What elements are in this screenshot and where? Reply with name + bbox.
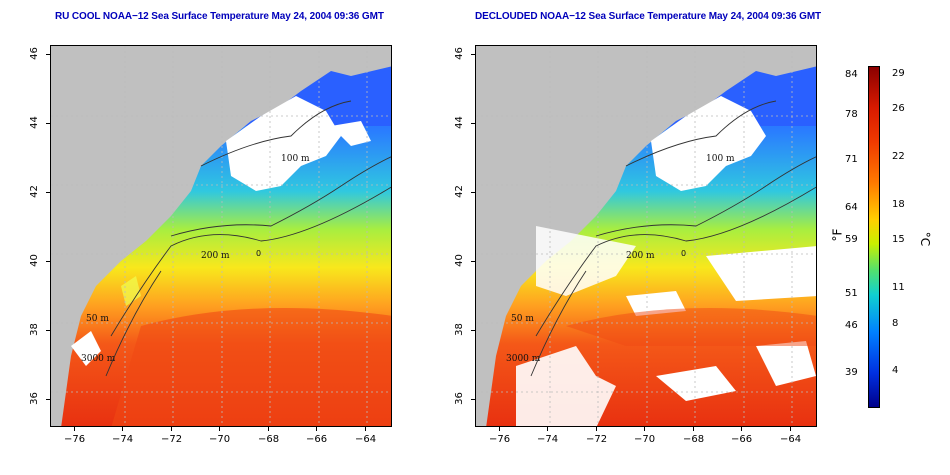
contour-label-100m: 100 m xyxy=(281,154,310,164)
y-tick-label: 42 xyxy=(453,185,465,198)
left-map-title: RU COOL NOAA−12 Sea Surface Temperature … xyxy=(55,11,384,22)
x-tick-label: −68 xyxy=(258,434,280,445)
x-tick-label: −66 xyxy=(731,434,753,445)
x-tick-mark xyxy=(596,427,597,431)
y-tick-mark xyxy=(46,330,50,331)
celsius-tick-label: 4 xyxy=(892,365,899,376)
y-tick-label: 36 xyxy=(453,392,465,405)
contour-label-zero: 0 xyxy=(256,249,261,258)
contour-label-3000m: 3000 m xyxy=(81,354,116,364)
contour-label-200m: 200 m xyxy=(626,251,655,261)
celsius-unit: °C xyxy=(918,231,933,247)
x-tick-label: −74 xyxy=(537,434,559,445)
x-tick-label: −72 xyxy=(586,434,608,445)
cloud-area xyxy=(226,96,341,191)
x-tick-label: −66 xyxy=(306,434,328,445)
celsius-tick-label: 11 xyxy=(892,282,905,293)
fahrenheit-tick-label: 51 xyxy=(845,288,858,299)
land-mass xyxy=(51,46,391,426)
y-tick-mark xyxy=(46,261,50,262)
x-tick-label: −70 xyxy=(209,434,231,445)
contour-label-50m: 50 m xyxy=(511,314,534,324)
fahrenheit-tick-label: 84 xyxy=(845,69,858,80)
y-tick-mark xyxy=(46,54,50,55)
fahrenheit-tick-label: 71 xyxy=(845,154,858,165)
fahrenheit-tick-label: 59 xyxy=(845,234,858,245)
contour-label-zero: 0 xyxy=(681,249,686,258)
y-tick-label: 46 xyxy=(453,47,465,60)
y-tick-label: 38 xyxy=(453,323,465,336)
y-tick-mark xyxy=(471,399,475,400)
y-tick-label: 36 xyxy=(28,392,40,405)
y-tick-mark xyxy=(471,123,475,124)
x-tick-mark xyxy=(122,427,123,431)
y-tick-mark xyxy=(46,399,50,400)
celsius-tick-label: 29 xyxy=(892,68,905,79)
contour-label-3000m: 3000 m xyxy=(506,354,541,364)
y-tick-label: 38 xyxy=(28,323,40,336)
contour-label-200m: 200 m xyxy=(201,251,230,261)
fahrenheit-unit: °F xyxy=(830,228,845,242)
left-sst-map: 100 m 200 m 50 m 3000 m 0 xyxy=(50,45,392,427)
x-tick-label: −68 xyxy=(683,434,705,445)
y-tick-label: 40 xyxy=(453,254,465,267)
x-tick-mark xyxy=(268,427,269,431)
fahrenheit-tick-label: 39 xyxy=(845,367,858,378)
celsius-tick-label: 15 xyxy=(892,234,905,245)
celsius-tick-label: 26 xyxy=(892,103,905,114)
fahrenheit-tick-label: 46 xyxy=(845,320,858,331)
x-tick-label: −70 xyxy=(634,434,656,445)
x-tick-mark xyxy=(499,427,500,431)
x-tick-mark xyxy=(741,427,742,431)
contour-label-100m: 100 m xyxy=(706,154,735,164)
x-tick-mark xyxy=(316,427,317,431)
x-tick-mark xyxy=(219,427,220,431)
contour-label-50m: 50 m xyxy=(86,314,109,324)
x-tick-mark xyxy=(365,427,366,431)
x-tick-mark xyxy=(547,427,548,431)
fahrenheit-tick-label: 78 xyxy=(845,109,858,120)
x-tick-label: −74 xyxy=(112,434,134,445)
celsius-tick-label: 22 xyxy=(892,151,905,162)
y-tick-mark xyxy=(471,54,475,55)
x-tick-label: −64 xyxy=(780,434,802,445)
x-tick-label: −64 xyxy=(355,434,377,445)
x-tick-label: −72 xyxy=(161,434,183,445)
x-tick-label: −76 xyxy=(64,434,86,445)
right-sst-map: 100 m 200 m 50 m 3000 m 0 xyxy=(475,45,817,427)
y-tick-mark xyxy=(471,192,475,193)
y-tick-label: 44 xyxy=(28,116,40,129)
y-tick-label: 44 xyxy=(453,116,465,129)
fahrenheit-tick-label: 64 xyxy=(845,202,858,213)
y-tick-label: 42 xyxy=(28,185,40,198)
y-tick-mark xyxy=(471,330,475,331)
right-map-title: DECLOUDED NOAA−12 Sea Surface Temperatur… xyxy=(475,11,822,22)
y-tick-label: 46 xyxy=(28,47,40,60)
y-tick-mark xyxy=(471,261,475,262)
temperature-colorbar xyxy=(868,66,880,408)
x-tick-mark xyxy=(644,427,645,431)
celsius-tick-label: 18 xyxy=(892,199,905,210)
y-tick-label: 40 xyxy=(28,254,40,267)
x-tick-mark xyxy=(171,427,172,431)
x-tick-mark xyxy=(74,427,75,431)
x-tick-mark xyxy=(790,427,791,431)
y-tick-mark xyxy=(46,123,50,124)
celsius-tick-label: 8 xyxy=(892,318,899,329)
y-tick-mark xyxy=(46,192,50,193)
x-tick-label: −76 xyxy=(489,434,511,445)
x-tick-mark xyxy=(693,427,694,431)
